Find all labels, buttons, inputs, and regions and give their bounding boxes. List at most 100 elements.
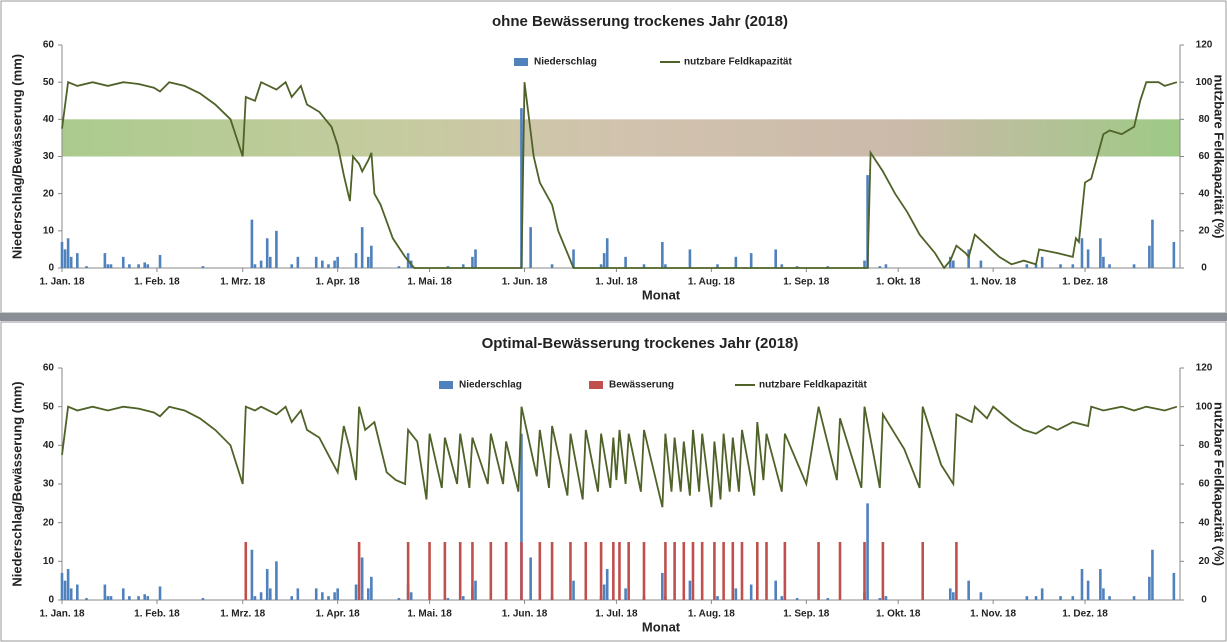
y2-tick-label: 80	[1198, 440, 1210, 451]
bar	[321, 592, 324, 600]
bar	[253, 264, 257, 268]
x-axis-label: Monat	[642, 619, 681, 634]
bar	[354, 253, 358, 268]
bar	[158, 586, 162, 600]
bar	[1172, 572, 1176, 600]
bar	[878, 598, 882, 600]
x-tick-label: 1. Sep. 18	[783, 277, 830, 288]
bar	[866, 175, 869, 268]
bar	[265, 238, 269, 268]
bar	[121, 588, 125, 600]
bar	[967, 580, 970, 600]
bar	[290, 264, 294, 268]
legend-label: Niederschlag	[459, 380, 522, 391]
y2-axis-label: nutzbare Feldkapazität (%)	[1212, 402, 1227, 566]
bar	[774, 580, 777, 600]
line	[61, 404, 1178, 508]
y2-tick-label: 100	[1196, 401, 1213, 412]
y-axis-label: Niederschlag/Bewässerung (mm)	[9, 381, 24, 586]
bar	[673, 542, 676, 600]
y2-tick-label: 0	[1201, 595, 1207, 606]
x-tick-label: 1. Mai. 18	[407, 277, 452, 288]
bar	[1034, 264, 1038, 268]
bar	[716, 596, 719, 600]
line	[61, 80, 1178, 270]
bar	[275, 230, 278, 268]
bar	[106, 264, 110, 268]
bar	[1080, 238, 1084, 268]
bar	[103, 584, 107, 600]
x-tick-label: 1. Jun. 18	[502, 277, 548, 288]
bar	[406, 542, 410, 600]
bar	[143, 262, 147, 268]
bar	[474, 249, 477, 268]
bar	[572, 580, 575, 600]
x-tick-label: 1. Okt. 18	[876, 277, 921, 288]
bar	[979, 592, 983, 600]
bar	[1148, 576, 1151, 600]
bar	[336, 588, 339, 600]
bar	[749, 253, 753, 268]
bar	[128, 596, 131, 600]
y-tick-label: 20	[43, 517, 55, 528]
bar	[1102, 256, 1105, 268]
x-tick-label: 1. Feb. 18	[134, 609, 180, 620]
bar	[63, 580, 67, 600]
bar	[314, 256, 318, 268]
bar	[360, 227, 364, 268]
y-tick-label: 0	[48, 263, 54, 274]
bar	[795, 598, 799, 600]
bar	[268, 256, 272, 268]
bar	[713, 542, 716, 600]
bar	[688, 580, 692, 600]
x-tick-label: 1. Jun. 18	[502, 609, 548, 620]
y2-tick-label: 120	[1196, 40, 1213, 51]
bar	[66, 238, 70, 268]
bar	[1099, 569, 1102, 600]
bar	[602, 253, 606, 268]
y-tick-label: 10	[43, 225, 55, 236]
bar	[550, 542, 554, 600]
bar	[734, 588, 738, 600]
bar	[275, 561, 278, 600]
bar	[137, 264, 140, 268]
bar	[370, 576, 373, 600]
bar	[795, 266, 799, 268]
bar	[948, 256, 952, 268]
bar	[826, 266, 830, 268]
bar	[268, 588, 272, 600]
bar	[817, 542, 820, 600]
bar	[550, 264, 554, 268]
bar	[1059, 596, 1062, 600]
bar	[774, 249, 777, 268]
bar	[1040, 588, 1044, 600]
bar	[967, 249, 970, 268]
bar	[1080, 569, 1084, 600]
y-tick-label: 60	[43, 363, 55, 374]
bar	[627, 542, 630, 600]
bar	[520, 542, 523, 600]
x-tick-label: 1. Dez. 18	[1062, 277, 1108, 288]
y2-tick-label: 120	[1196, 363, 1213, 374]
y-tick-label: 60	[43, 40, 55, 51]
x-tick-label: 1. Apr. 18	[316, 277, 361, 288]
bar	[624, 588, 627, 600]
bar	[682, 542, 686, 600]
y2-tick-label: 40	[1198, 188, 1210, 199]
bar	[955, 542, 958, 600]
bar	[106, 596, 110, 600]
bar	[446, 598, 450, 600]
bar	[529, 557, 532, 600]
legend-swatch	[439, 381, 453, 389]
bar	[265, 569, 269, 600]
panel-separator	[0, 313, 1227, 321]
y2-tick-label: 40	[1198, 517, 1210, 528]
bar	[327, 264, 330, 268]
bar	[85, 598, 88, 600]
bar	[1086, 580, 1090, 600]
bar	[979, 260, 983, 268]
bar	[863, 542, 866, 600]
bar	[1040, 256, 1044, 268]
bar	[599, 264, 603, 268]
bar	[740, 542, 744, 600]
